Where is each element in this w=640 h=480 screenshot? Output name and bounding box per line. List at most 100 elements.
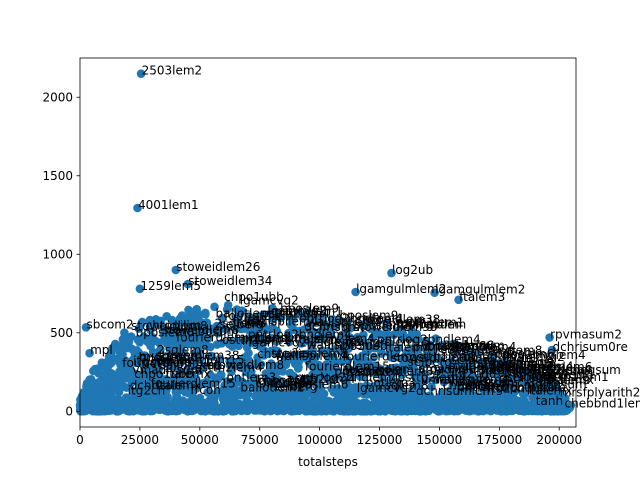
cloud-point (139, 401, 148, 410)
cluster-point-label: selberg (506, 370, 550, 384)
cluster-point-label: ftalemx (165, 367, 211, 381)
labeled-point (531, 399, 540, 409)
cloud-point (126, 332, 136, 341)
cloud-point (76, 395, 85, 404)
cluster-point-label: pntrlog2bndlem4 (299, 312, 403, 326)
labeled-point (85, 348, 94, 358)
cloud-point (285, 313, 295, 323)
cluster-point-label: vmadivsum (418, 362, 488, 376)
cluster-point-label: pntrlog2bndlem4 (248, 328, 352, 342)
cloud-point (284, 328, 293, 338)
cloud-point (182, 386, 191, 395)
cloud-point (440, 365, 449, 374)
cloud-point (148, 406, 157, 416)
cluster-point-label: pntlem3 (242, 331, 292, 345)
labeled-point-text: 4001lem1 (138, 198, 199, 212)
cloud-point (202, 401, 212, 411)
cloud-point (250, 339, 259, 348)
cloud-point (258, 386, 267, 395)
cluster-point-label: 2sqlem8 (377, 379, 429, 393)
cloud-point (487, 352, 496, 361)
cluster-point-label: bposlem6 (495, 347, 554, 361)
cloud-point (171, 388, 181, 397)
cluster-point-label: ostth1lem1 (396, 316, 464, 330)
x-tick-label: 125000 (357, 433, 403, 447)
cloud-point (539, 380, 549, 389)
cloud-point (342, 405, 352, 414)
cloud-point (266, 363, 275, 373)
cluster-point-label: itg2cn (133, 354, 171, 368)
cloud-point (336, 334, 345, 344)
cluster-point-label: ostth1lem1 (275, 304, 343, 318)
cloud-point (420, 352, 430, 362)
cluster-point-label: stoweidlem38 (391, 351, 475, 365)
y-tick-label: 1500 (42, 169, 73, 183)
cluster-point-label: ostth1lem1 (222, 333, 290, 347)
cluster-point-label: vmadivsum (132, 363, 202, 377)
cloud-point (308, 309, 318, 318)
cloud-point (360, 356, 370, 365)
cloud-point (213, 361, 222, 371)
cloud-point (184, 404, 194, 413)
cloud-point (456, 386, 466, 396)
labeled-point-text: mpl (90, 343, 113, 357)
cloud-point (491, 404, 500, 414)
cloud-point (448, 377, 458, 387)
cloud-point (307, 340, 317, 349)
cloud-point (475, 403, 485, 412)
cloud-point (299, 325, 309, 334)
cloud-point (175, 328, 185, 338)
cluster-point-label: 2sqlem8 (443, 338, 495, 352)
cloud-point (174, 401, 183, 411)
cloud-point (148, 347, 158, 357)
cloud-point (318, 311, 328, 321)
cluster-point-label: vmadivsum (464, 351, 534, 365)
cloud-point (315, 406, 325, 416)
cluster-point-label: fourierdlem15 (160, 353, 245, 367)
cloud-point (512, 360, 521, 370)
x-tick-label: 75000 (241, 433, 279, 447)
cloud-point (159, 329, 168, 339)
cloud-point (206, 342, 215, 352)
cluster-point-label: chpo1ubb (496, 380, 556, 394)
cloud-point (344, 344, 353, 353)
cloud-point (122, 373, 132, 383)
point-labels: stoweidlem38stoweidlem38stoweidlem38stow… (87, 64, 640, 411)
cloud-point (94, 381, 103, 391)
cluster-point-label: ostth2lem4 (262, 306, 330, 320)
cloud-point (92, 366, 102, 376)
cloud-point (145, 373, 155, 382)
cloud-point (358, 372, 368, 382)
cluster-point-label: chpo1ubb (328, 339, 388, 353)
cloud-point (453, 396, 463, 405)
cluster-point-label: ballotlem1 (457, 379, 521, 393)
cloud-point (454, 341, 463, 351)
cloud-point (216, 370, 226, 380)
cloud-point (289, 371, 298, 381)
cloud-point (184, 319, 194, 328)
cloud-point (345, 333, 354, 342)
cluster-point-label: dchrisum (534, 365, 590, 379)
cloud-point (395, 382, 405, 391)
cloud-point (338, 387, 348, 396)
cloud-point (515, 403, 525, 413)
cloud-point (387, 353, 396, 362)
cloud-point (497, 402, 507, 411)
x-tick-label: 50000 (181, 433, 219, 447)
cloud-point (426, 404, 436, 414)
cluster-point-label: itg2cn (451, 366, 489, 380)
cluster-point-label: stoweidlem38 (155, 349, 239, 363)
cluster-point-label: wallispilem4 (307, 338, 381, 352)
labeled-point-text: lgamgulmlem2 (356, 282, 446, 296)
cloud-point (122, 358, 132, 367)
cluster-point-label: fourierdlem15 (305, 360, 390, 374)
cluster-point-label: stoweidlem38 (356, 312, 440, 326)
labeled-point (430, 288, 439, 298)
cloud-point (83, 381, 92, 391)
cluster-point-label: bposlem6 (290, 377, 349, 391)
cloud-point (256, 333, 266, 343)
cluster-point-label: lgamcvg2 (240, 294, 299, 308)
cloud-point (387, 378, 397, 387)
cloud-point (371, 381, 380, 391)
cloud-point (162, 312, 171, 321)
